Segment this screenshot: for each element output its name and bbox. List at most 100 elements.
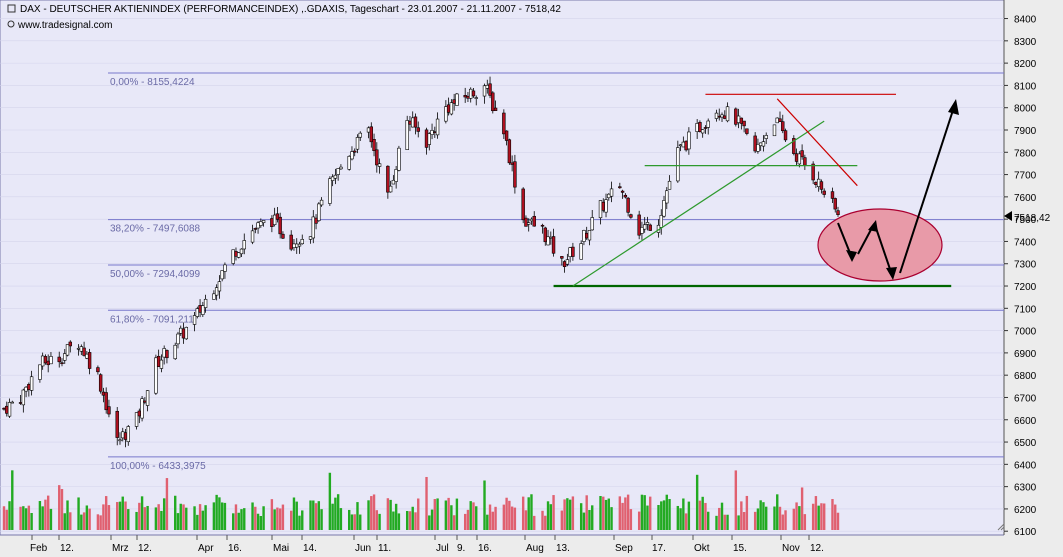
candle-body	[797, 153, 802, 165]
volume-bar	[328, 472, 332, 530]
source-label: www.tradesignal.com	[17, 20, 112, 31]
candle-body	[662, 200, 666, 217]
volume-bar	[745, 495, 749, 530]
volume-bar	[107, 505, 111, 530]
volume-bar	[278, 508, 282, 530]
x-tick-label: Feb	[30, 543, 48, 554]
volume-bar	[817, 505, 820, 530]
volume-bar	[624, 497, 627, 530]
volume-bar	[428, 515, 431, 530]
candle-body	[375, 149, 379, 166]
volume-bar	[626, 494, 630, 530]
volume-bar	[140, 496, 144, 530]
volume-bar	[118, 501, 122, 530]
volume-bar	[220, 502, 224, 530]
candle-body	[604, 199, 608, 213]
volume-bar	[411, 506, 414, 530]
volume-bar	[834, 504, 837, 530]
volume-bar	[77, 497, 80, 530]
candle-body	[297, 243, 302, 247]
volume-bar	[82, 512, 86, 530]
candle-body	[250, 230, 255, 243]
candle-body	[217, 281, 222, 292]
candle-body	[79, 346, 84, 352]
candle-body	[203, 298, 208, 308]
volume-bar	[356, 502, 359, 530]
arrow-up-2	[899, 103, 956, 274]
candle-body	[642, 224, 647, 230]
volume-bar	[682, 498, 685, 530]
candle-body	[317, 203, 321, 222]
collapse-icon[interactable]	[7, 4, 16, 13]
volume-bar	[201, 510, 205, 530]
y-tick-label: 7100	[1014, 304, 1037, 315]
volume-bar	[707, 511, 710, 530]
candle-body	[772, 124, 777, 137]
volume-bar	[8, 501, 11, 530]
resize-handle[interactable]	[997, 523, 1005, 531]
volume-bar	[254, 506, 257, 530]
volume-bar	[836, 512, 840, 530]
candle-body	[140, 398, 144, 419]
candle-body	[63, 353, 67, 361]
volume-bar	[146, 505, 149, 530]
candle-body	[82, 347, 86, 356]
candle-body	[234, 251, 238, 257]
volume-bar	[80, 514, 83, 530]
y-tick-label: 6400	[1014, 460, 1037, 471]
volume-bar	[720, 502, 724, 530]
candle-body	[123, 432, 128, 440]
candle-body	[179, 327, 183, 334]
candle-body	[29, 376, 34, 391]
candle-body	[57, 356, 61, 363]
candle-body	[607, 193, 611, 199]
candle-body	[311, 216, 315, 239]
volume-bar	[756, 508, 760, 530]
volume-bar	[510, 506, 514, 530]
candle-body	[292, 243, 296, 248]
candle-body	[137, 410, 142, 417]
fib-label: 38,20% - 7497,6088	[110, 224, 201, 235]
volume-bar	[475, 506, 478, 530]
volume-bar	[588, 509, 591, 530]
candle-body	[513, 161, 517, 188]
x-tick-label: 9.	[457, 543, 465, 554]
candle-body	[214, 287, 219, 296]
candle-body	[308, 236, 313, 240]
volume-bar	[657, 505, 660, 530]
y-axis-panel	[1004, 0, 1063, 557]
candle-body	[764, 135, 768, 139]
y-tick-label: 8200	[1014, 59, 1037, 70]
candle-body	[778, 118, 782, 122]
candle-body	[65, 344, 70, 356]
candle-body	[159, 359, 164, 369]
volume-bar	[143, 507, 147, 530]
candle-body	[156, 355, 161, 367]
volume-bar	[198, 504, 202, 530]
candle-body	[781, 121, 785, 132]
candle-body	[474, 97, 478, 99]
volume-bar	[240, 509, 243, 530]
candle-body	[261, 220, 266, 224]
candle-body	[330, 176, 335, 181]
candle-body	[761, 141, 766, 147]
candle-body	[546, 236, 550, 246]
candle-body	[444, 106, 448, 122]
arrowhead-1	[846, 250, 857, 262]
candle-body	[618, 186, 622, 189]
candle-body	[118, 439, 122, 442]
volume-bar	[270, 499, 274, 530]
volume-bar	[508, 500, 511, 530]
volume-bar	[552, 495, 555, 530]
candle-body	[469, 88, 473, 99]
candle-body	[565, 259, 570, 265]
volume-bar	[723, 514, 726, 530]
y-tick-label: 7500	[1014, 215, 1037, 226]
x-tick-label: Okt	[694, 543, 710, 554]
volume-bar	[831, 499, 834, 530]
volume-bar	[684, 513, 688, 530]
candle-body	[667, 180, 672, 190]
volume-bar	[392, 511, 395, 530]
candle-body	[295, 243, 299, 248]
